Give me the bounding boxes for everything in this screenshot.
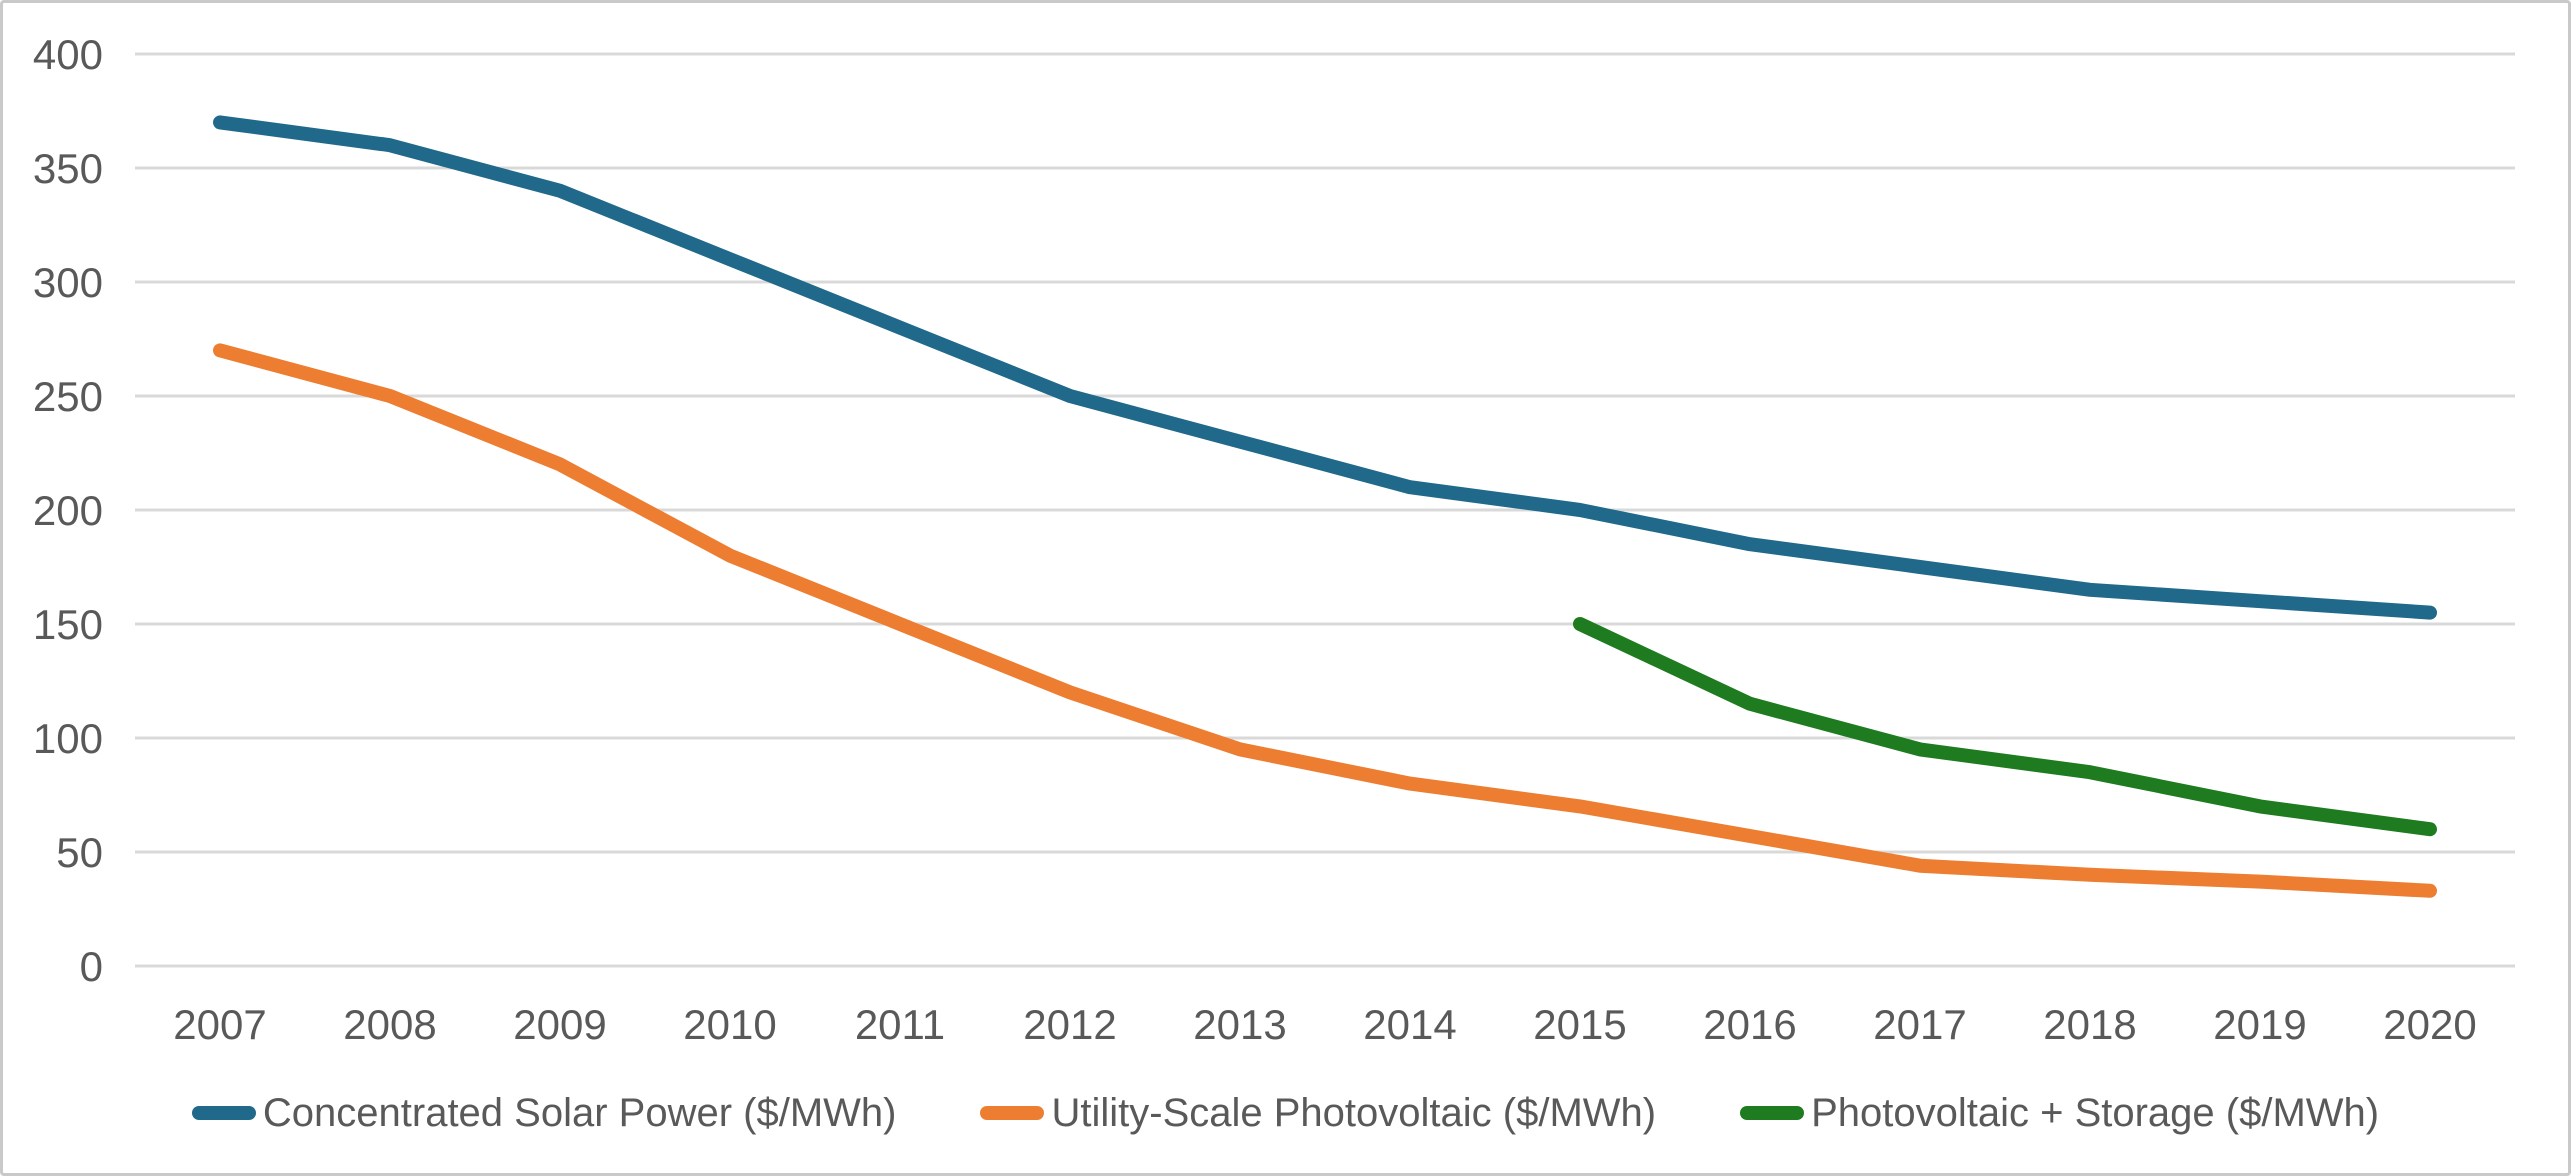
legend-label: Photovoltaic + Storage ($/MWh) xyxy=(1811,1091,2380,1135)
y-tick-label: 50 xyxy=(56,829,103,876)
y-tick-label: 350 xyxy=(33,145,103,192)
x-tick-label: 2012 xyxy=(1023,1001,1116,1048)
y-tick-label: 250 xyxy=(33,373,103,420)
y-tick-label: 200 xyxy=(33,487,103,534)
legend-label: Utility-Scale Photovoltaic ($/MWh) xyxy=(1051,1091,1657,1135)
x-tick-label: 2014 xyxy=(1363,1001,1456,1048)
legend-item-1: Utility-Scale Photovoltaic ($/MWh) xyxy=(980,1093,1656,1133)
series-line-2 xyxy=(1573,617,2437,837)
legend-label: Concentrated Solar Power ($/MWh) xyxy=(262,1091,897,1135)
x-tick-label: 2011 xyxy=(855,1001,945,1048)
legend-swatch-icon xyxy=(1740,1106,1805,1120)
line-chart-plot-area: 0 50 100 150 200 250 300 350 400 2007 2008 2009 201… xyxy=(33,31,2515,1048)
x-tick-label: 2019 xyxy=(2213,1001,2306,1048)
legend-item-0: Concentrated Solar Power ($/MWh) xyxy=(191,1091,897,1135)
x-tick-label: 2007 xyxy=(173,1001,266,1048)
series-line-0 xyxy=(213,115,2437,620)
y-axis-tick-labels: 0 50 100 150 200 250 300 350 400 xyxy=(33,31,103,990)
x-axis-tick-labels: 2007 2008 2009 2010 2011 2012 2013 2014 2015 2016… xyxy=(173,1001,2476,1048)
x-tick-label: 2016 xyxy=(1703,1001,1796,1048)
x-tick-label: 2015 xyxy=(1533,1001,1626,1048)
gridlines xyxy=(135,52,2515,968)
legend-item-2: Photovoltaic + Storage ($/MWh) xyxy=(1740,1093,2379,1133)
legend-swatch-icon xyxy=(980,1106,1045,1120)
y-tick-label: 300 xyxy=(33,259,103,306)
y-tick-label: 100 xyxy=(33,715,103,762)
chart-legend: Concentrated Solar Power ($/MWh) Utility-… xyxy=(3,1081,2568,1145)
x-tick-label: 2020 xyxy=(2383,1001,2476,1048)
x-tick-label: 2008 xyxy=(343,1001,436,1048)
data-series-lines xyxy=(213,115,2437,898)
x-tick-label: 2018 xyxy=(2043,1001,2136,1048)
x-tick-label: 2013 xyxy=(1193,1001,1286,1048)
y-tick-label: 150 xyxy=(33,601,103,648)
x-tick-label: 2017 xyxy=(1873,1001,1966,1048)
y-tick-label: 0 xyxy=(80,943,103,990)
legend-swatch-icon xyxy=(191,1106,256,1120)
series-line-1 xyxy=(213,343,2437,898)
y-tick-label: 400 xyxy=(33,31,103,78)
x-tick-label: 2010 xyxy=(683,1001,776,1048)
x-tick-label: 2009 xyxy=(513,1001,606,1048)
